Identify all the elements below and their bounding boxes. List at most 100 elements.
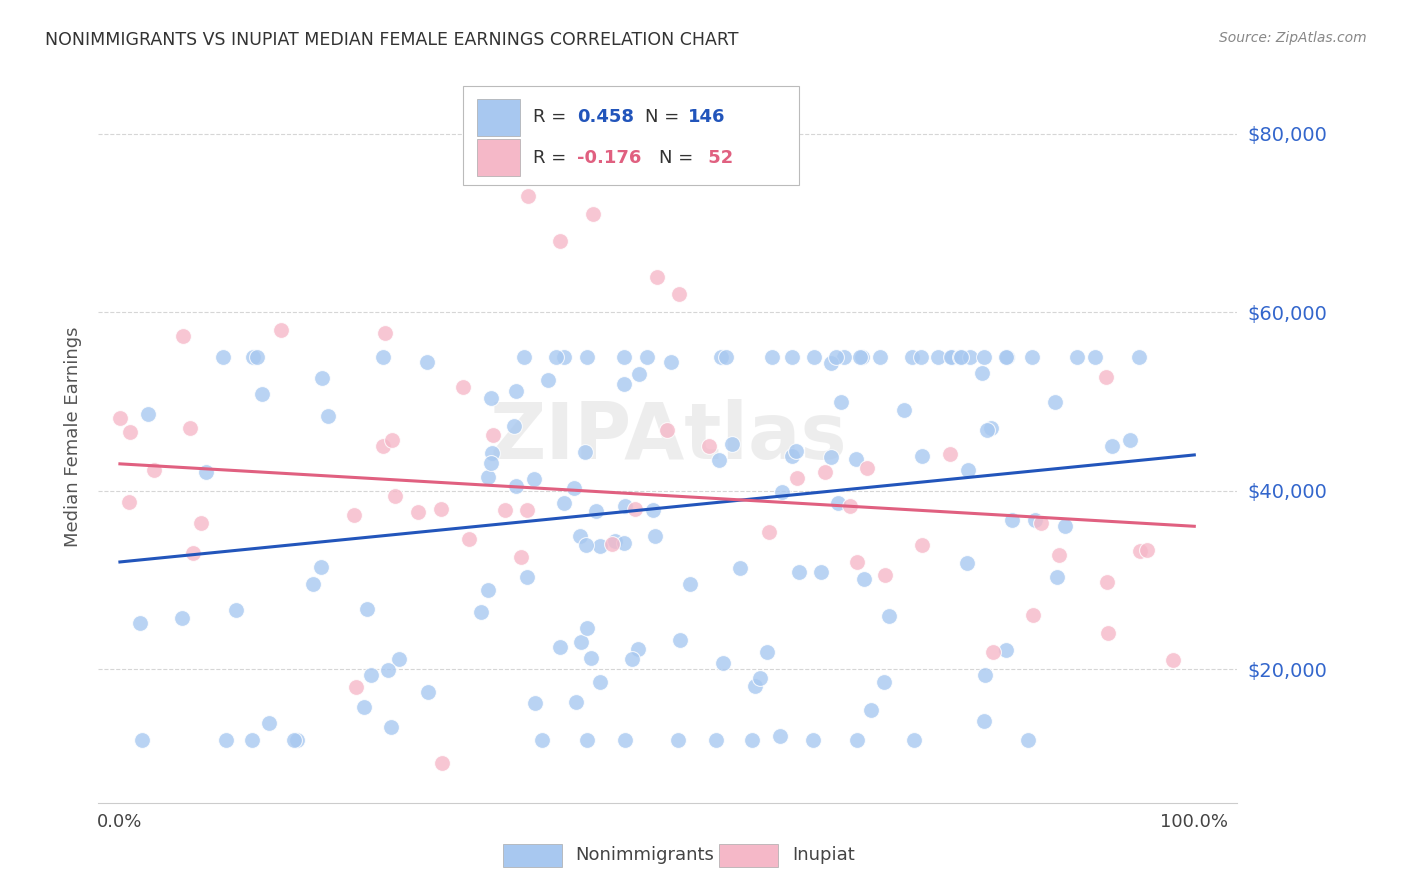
Point [621,652,644,666]
Text: ZIPAtlas: ZIPAtlas [489,399,846,475]
Point [869,350,891,364]
Point [728,561,751,575]
Point [548,640,571,655]
Text: R =: R = [533,149,572,167]
Point [994,643,1017,657]
Point [1084,350,1107,364]
Point [212,350,235,364]
Point [627,641,650,656]
Point [516,503,538,517]
Text: Nonimmigrants: Nonimmigrants [575,847,714,864]
Point [406,505,429,519]
Point [980,421,1002,435]
Point [756,645,779,659]
Text: Inupiat: Inupiat [792,847,855,864]
Point [575,350,598,364]
Point [846,555,869,569]
Point [873,675,896,690]
Point [517,189,540,203]
Point [655,423,678,437]
Point [589,539,612,553]
Point [1129,543,1152,558]
Point [910,350,932,364]
Point [603,533,626,548]
Point [309,560,332,574]
Point [574,445,596,459]
Point [384,490,406,504]
Point [429,502,451,516]
Point [381,433,404,447]
Point [661,355,683,369]
Point [1161,653,1184,667]
Point [666,733,689,747]
Point [356,602,378,616]
Point [1029,516,1052,531]
Point [179,420,201,434]
Point [283,733,305,747]
Point [479,391,502,405]
Point [509,550,531,565]
Point [810,566,832,580]
Point [225,603,247,617]
Point [613,536,636,550]
Point [360,667,382,681]
Point [575,621,598,635]
Point [550,234,572,248]
Point [949,350,972,364]
Point [582,207,605,221]
Point [1022,608,1045,623]
Point [903,733,925,747]
Point [710,350,733,364]
Point [803,350,825,364]
Point [770,485,793,500]
Point [911,450,934,464]
Point [893,402,915,417]
Point [546,350,568,364]
Point [523,696,546,710]
Point [553,350,575,364]
Text: N =: N = [645,109,685,127]
Point [1047,548,1070,562]
Point [820,356,842,370]
Point [344,680,367,694]
Point [1128,350,1150,364]
Point [643,503,665,517]
Point [939,350,962,364]
Point [780,449,803,463]
Text: R =: R = [533,109,572,127]
Point [1024,513,1046,527]
Point [131,733,153,747]
Point [970,366,993,380]
Point [856,461,879,475]
Point [316,409,339,424]
Point [215,733,238,747]
Point [938,447,960,461]
Point [451,380,474,394]
Point [242,350,264,364]
Point [744,679,766,693]
Point [1017,733,1039,747]
Point [1046,570,1069,584]
Point [523,471,546,485]
Point [250,386,273,401]
Point [432,756,454,770]
Point [624,501,647,516]
Point [418,685,440,699]
Text: -0.176: -0.176 [576,149,641,167]
Point [108,411,131,425]
Point [927,350,949,364]
Point [814,466,837,480]
Point [1021,350,1043,364]
Point [741,733,763,747]
Point [388,652,411,666]
Point [830,395,852,409]
Y-axis label: Median Female Earnings: Median Female Earnings [63,326,82,548]
Point [377,663,399,677]
Point [956,556,979,570]
Point [588,674,610,689]
Point [845,452,868,467]
Text: 146: 146 [689,109,725,127]
Point [849,350,872,364]
Point [824,350,846,364]
Point [761,350,783,364]
